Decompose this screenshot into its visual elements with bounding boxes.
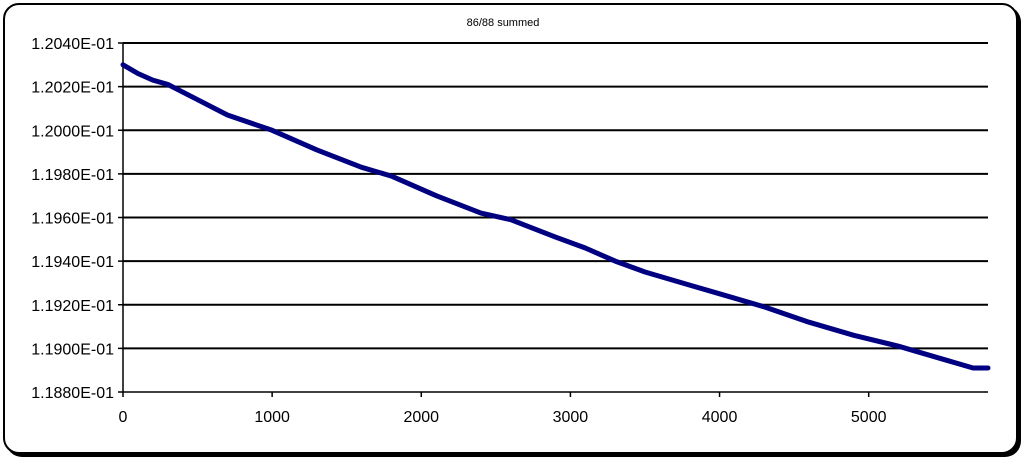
y-tick-label: 1.1920E-01 [31, 298, 114, 315]
y-tick-label: 1.2000E-01 [31, 123, 114, 140]
y-tick-label: 1.1980E-01 [31, 167, 114, 184]
y-tick-label: 1.2040E-01 [31, 36, 114, 53]
y-tick-label: 1.1900E-01 [31, 341, 114, 358]
series-layer [120, 62, 991, 371]
x-tick-label: 4000 [702, 409, 738, 426]
x-tick-label: 3000 [553, 409, 589, 426]
x-tick-label: 1000 [254, 409, 290, 426]
axis-layer [118, 42, 988, 397]
x-tick-labels: 0 1000 2000 3000 4000 5000 [119, 409, 887, 426]
x-tick-label: 2000 [403, 409, 439, 426]
y-tick-label: 1.2020E-01 [31, 80, 114, 97]
x-tick-label: 0 [119, 409, 128, 426]
grid-layer [123, 42, 988, 350]
x-tick-label: 5000 [851, 409, 887, 426]
y-tick-label: 1.1960E-01 [31, 211, 114, 228]
y-tick-labels: 1.1880E-01 1.1900E-01 1.1920E-01 1.1940E-01… [31, 36, 114, 402]
chart-title: 86/88 summed [467, 17, 540, 29]
y-tick-label: 1.1880E-01 [31, 385, 114, 402]
y-tick-label: 1.1940E-01 [31, 254, 114, 271]
chart-frame [3, 3, 1018, 454]
series-line [120, 62, 991, 371]
